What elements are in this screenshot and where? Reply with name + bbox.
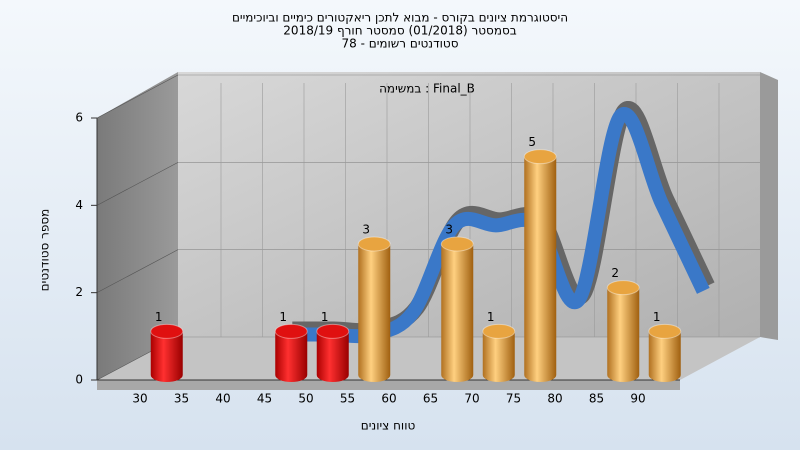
bar-body (316, 331, 349, 382)
bar-top (440, 236, 474, 252)
plot: 0 2 4 6 30 35 40 45 50 55 60 65 70 75 80 85 90 1 1 1 3 3 1 5 2 1 (75, 74, 760, 406)
bar-body (358, 244, 391, 382)
bar (440, 236, 474, 382)
grid-line (96, 74, 179, 119)
chart-subtitle: סטודנטים רשומים - 78 (341, 37, 458, 51)
annotation: במשימה : Final_B (379, 82, 475, 96)
x-tick-label: 70 (464, 392, 479, 406)
data-label: 3 (362, 223, 370, 237)
bar-body (441, 244, 474, 382)
side-wall (97, 72, 178, 380)
x-tick-label: 40 (215, 392, 230, 406)
bar-body (275, 331, 308, 382)
x-axis-label: טווח ציונים (361, 419, 416, 433)
x-tick-label: 75 (506, 392, 521, 406)
x-tick-label: 60 (381, 392, 396, 406)
bar-top (482, 323, 516, 339)
chart-title: היסטוגרמת ציונים בקורס - מבוא לתכן ריאקט… (232, 11, 568, 25)
x-tick-label: 55 (340, 392, 355, 406)
bar-top (357, 236, 391, 252)
bar (648, 323, 682, 382)
data-label: 1 (155, 310, 163, 324)
y-tick-label: 2 (75, 285, 83, 299)
floor-edge (97, 380, 680, 390)
bar-top (274, 323, 308, 339)
data-label: 5 (528, 135, 536, 149)
bar (274, 323, 308, 382)
data-label: 1 (487, 310, 495, 324)
floor (97, 337, 760, 380)
chart-subtitle: בסמסטר (01/2018) סמסטר חורף 2018/19 (283, 24, 516, 38)
data-label: 3 (445, 223, 453, 237)
bar-body (648, 331, 681, 382)
y-axis-label: מספר סטודנטים (38, 209, 52, 292)
x-tick-label: 35 (174, 392, 189, 406)
x-tick-label: 85 (589, 392, 604, 406)
data-label: 1 (653, 310, 661, 324)
y-tick-label: 4 (75, 198, 83, 212)
x-tick-label: 30 (132, 392, 147, 406)
data-label: 1 (279, 310, 287, 324)
wall-edge (760, 72, 778, 340)
x-tick-label: 80 (547, 392, 562, 406)
bar-body (524, 156, 557, 382)
x-tick-label: 90 (630, 392, 645, 406)
bar-top (606, 280, 640, 296)
bar (150, 323, 184, 382)
bar (606, 280, 640, 382)
x-tick-label: 45 (257, 392, 272, 406)
bar-body (482, 331, 515, 382)
bar-top (150, 323, 184, 339)
bar-body (607, 287, 640, 382)
grid-line (96, 162, 179, 206)
x-tick-label: 65 (423, 392, 438, 406)
x-tick-label: 50 (298, 392, 313, 406)
bar (482, 323, 516, 382)
bar-body (150, 331, 183, 382)
data-label: 2 (611, 266, 619, 280)
bar-top (648, 323, 682, 339)
bar-top (316, 323, 350, 339)
bar (357, 236, 391, 382)
y-tick-label: 6 (75, 111, 83, 125)
grid-line (96, 249, 179, 293)
bar-top (523, 149, 557, 165)
data-label: 1 (321, 310, 329, 324)
bar (316, 323, 350, 382)
bar (523, 149, 557, 382)
y-tick-label: 0 (75, 373, 83, 387)
